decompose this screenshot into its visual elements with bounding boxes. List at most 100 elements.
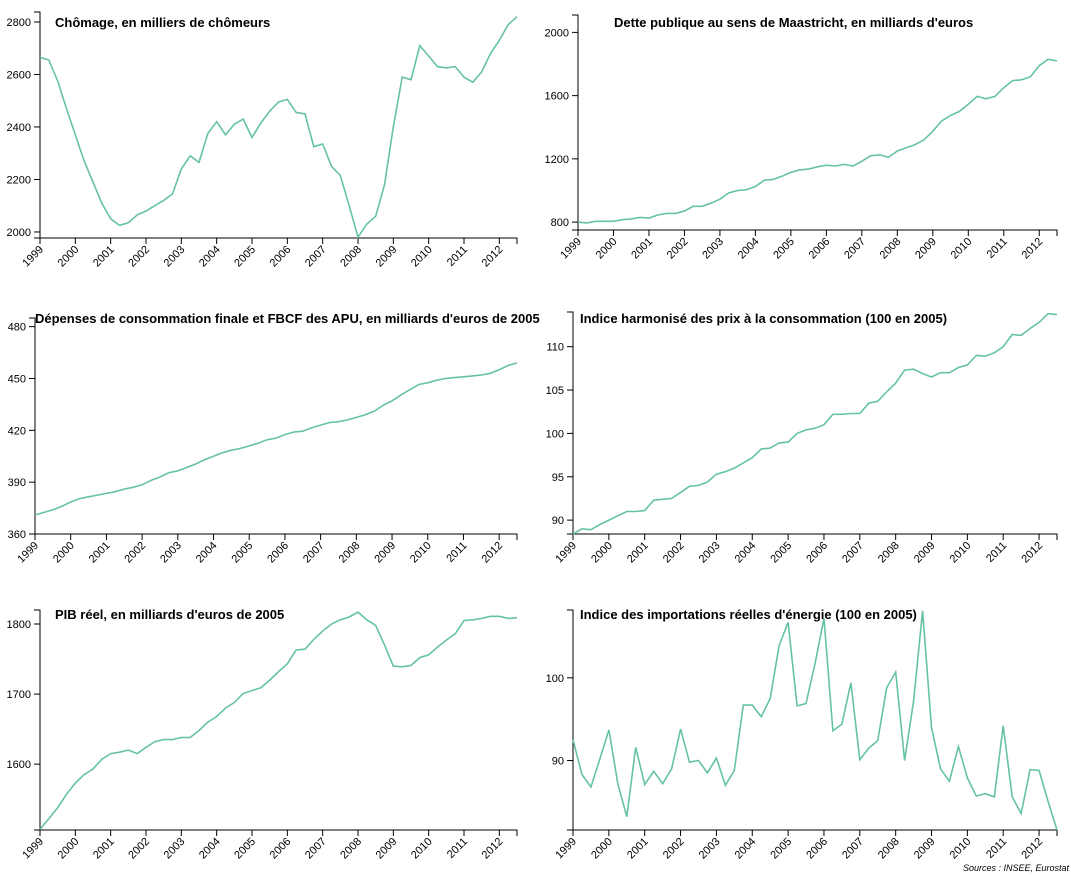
x-tick-label: 2000 <box>594 236 620 262</box>
chart-title: Chômage, en milliers de chômeurs <box>55 15 270 30</box>
y-tick-label: 390 <box>8 477 26 489</box>
x-axis <box>572 533 1058 540</box>
y-tick-label: 105 <box>546 385 564 397</box>
chart-panel: 90 95 100 105 110 1999 2000 2001 2002 2003 2004 200… <box>546 311 1058 566</box>
x-axis <box>39 237 518 244</box>
x-tick-label: 2004 <box>736 236 762 262</box>
x-tick-label: 2009 <box>912 836 938 862</box>
x-tick-label: 2010 <box>409 836 435 862</box>
x-tick-label: 2005 <box>232 836 258 862</box>
x-tick-label: 2007 <box>303 836 329 862</box>
x-tick-label: 2010 <box>948 836 974 862</box>
chart-panel: 800 1200 1600 2000 1999 2000 2001 2002 2003 2004 2… <box>545 14 1058 262</box>
x-tick-label: 2008 <box>878 236 904 262</box>
x-tick-label: 2005 <box>768 540 794 566</box>
x-tick-label: 2007 <box>303 244 329 270</box>
y-axis <box>567 311 574 535</box>
y-tick-label: 2000 <box>7 227 31 239</box>
x-tick-label: 2000 <box>51 540 77 566</box>
y-tick-label: 90 <box>552 756 564 768</box>
x-tick-label: 1999 <box>15 540 41 566</box>
x-tick-label: 2009 <box>913 236 939 262</box>
y-tick-label: 480 <box>8 322 26 334</box>
x-tick-label: 2012 <box>480 244 506 270</box>
y-tick-label: 2200 <box>7 174 31 186</box>
y-tick-label: 110 <box>546 342 564 354</box>
source-note: Sources : INSEE, Eurostat <box>963 863 1070 873</box>
x-tick-label: 2005 <box>771 236 797 262</box>
x-tick-label: 2005 <box>232 244 258 270</box>
x-tick-label: 2006 <box>265 540 291 566</box>
x-tick-label: 2003 <box>697 836 723 862</box>
x-tick-label: 2012 <box>1019 540 1045 566</box>
x-tick-label: 2003 <box>700 236 726 262</box>
x-tick-label: 2001 <box>625 836 651 862</box>
x-tick-label: 2002 <box>126 244 152 270</box>
x-tick-label: 2001 <box>625 540 651 566</box>
y-tick-label: 1600 <box>545 91 569 103</box>
y-tick-label: 360 <box>8 529 26 541</box>
y-tick-label: 2600 <box>7 69 31 81</box>
y-tick-label: 1600 <box>7 759 31 771</box>
data-line <box>34 362 518 516</box>
y-tick-label: 420 <box>8 425 26 437</box>
x-tick-label: 2005 <box>768 836 794 862</box>
y-tick-label: 1700 <box>7 689 31 701</box>
chart-title: Indice harmonisé des prix à la consommat… <box>580 311 947 326</box>
x-tick-label: 2000 <box>56 836 82 862</box>
data-line <box>39 16 518 240</box>
data-line <box>572 312 1058 535</box>
data-line <box>572 610 1058 831</box>
y-tick-label: 90 <box>552 515 564 527</box>
y-tick-label: 100 <box>546 428 564 440</box>
x-tick-label: 2011 <box>984 836 1009 861</box>
x-tick-label: 2009 <box>374 244 400 270</box>
y-tick-label: 2400 <box>7 122 31 134</box>
x-tick-label: 2009 <box>372 540 398 566</box>
y-tick-label: 1200 <box>545 154 569 166</box>
x-tick-label: 2001 <box>91 244 117 270</box>
y-tick-label: 800 <box>551 217 569 229</box>
x-tick-label: 2008 <box>337 540 363 566</box>
x-tick-label: 2012 <box>480 836 506 862</box>
data-line <box>39 611 518 830</box>
x-tick-label: 1999 <box>20 836 46 862</box>
y-tick-label: 95 <box>552 472 564 484</box>
x-tick-label: 2006 <box>268 244 294 270</box>
y-axis <box>567 609 574 831</box>
x-axis <box>39 829 518 836</box>
x-tick-label: 2001 <box>91 836 117 862</box>
x-tick-label: 2011 <box>984 540 1009 565</box>
x-tick-label: 2000 <box>589 540 615 566</box>
x-tick-label: 2002 <box>126 836 152 862</box>
x-axis <box>577 229 1058 236</box>
x-tick-label: 1999 <box>558 236 584 262</box>
x-tick-label: 2002 <box>122 540 148 566</box>
x-tick-label: 2007 <box>840 540 866 566</box>
data-line <box>577 58 1058 224</box>
x-tick-label: 2004 <box>197 836 223 862</box>
x-tick-label: 1999 <box>553 836 579 862</box>
chart-panel: 1600 1700 1800 1999 2000 2001 2002 2003 2004 2005… <box>7 607 518 862</box>
x-tick-label: 1999 <box>553 540 579 566</box>
x-tick-label: 2000 <box>589 836 615 862</box>
x-tick-label: 2008 <box>338 836 364 862</box>
x-tick-label: 2006 <box>268 836 294 862</box>
x-tick-label: 2002 <box>661 540 687 566</box>
x-tick-label: 2011 <box>444 540 469 565</box>
x-tick-label: 2003 <box>158 540 184 566</box>
x-tick-label: 2005 <box>230 540 256 566</box>
x-tick-label: 1999 <box>20 244 46 270</box>
x-tick-label: 2012 <box>1019 836 1045 862</box>
chart-panel: 2000 2200 2400 2600 2800 1999 2000 2001 2002 2003… <box>7 11 518 270</box>
x-tick-label: 2010 <box>408 540 434 566</box>
chart-title: PIB réel, en milliards d'euros de 2005 <box>55 607 284 622</box>
x-tick-label: 2007 <box>301 540 327 566</box>
y-tick-label: 2000 <box>545 27 569 39</box>
x-tick-label: 2009 <box>374 836 400 862</box>
x-axis <box>572 829 1058 836</box>
x-tick-label: 2010 <box>949 236 975 262</box>
chart-panel: 360 390 420 450 480 1999 2000 2001 2002 2003 2004 2… <box>8 311 540 565</box>
y-axis <box>29 317 36 535</box>
x-tick-label: 2002 <box>665 236 691 262</box>
